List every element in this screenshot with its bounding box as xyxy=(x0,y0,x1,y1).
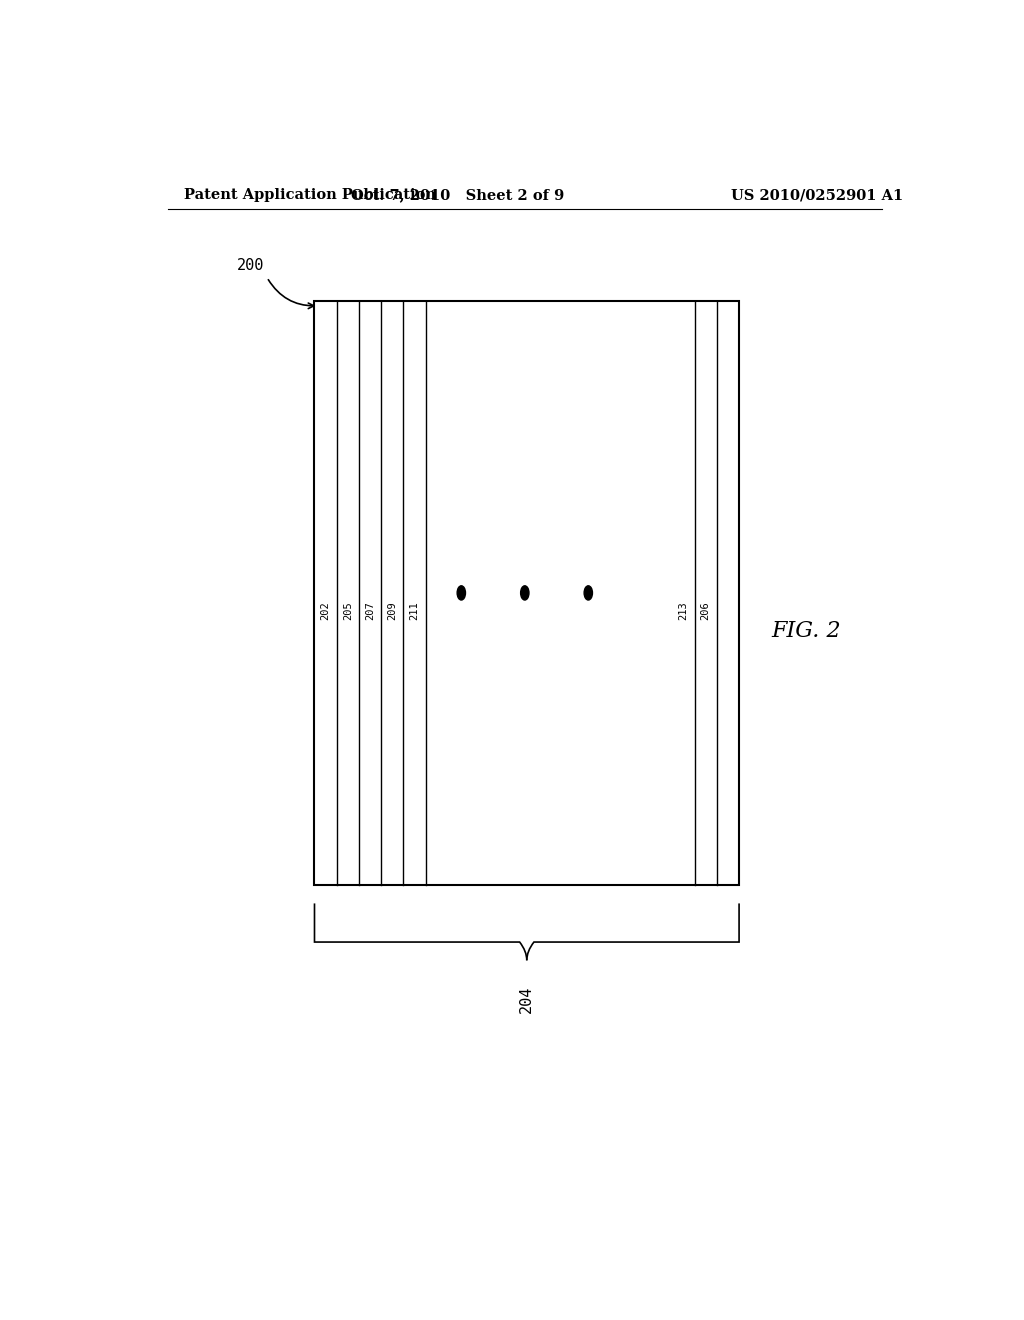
Text: 211: 211 xyxy=(410,601,420,620)
Text: US 2010/0252901 A1: US 2010/0252901 A1 xyxy=(731,189,903,202)
Text: 206: 206 xyxy=(700,601,711,620)
Bar xyxy=(314,301,739,886)
Text: 202: 202 xyxy=(321,601,331,620)
Text: 209: 209 xyxy=(387,601,397,620)
Text: Oct. 7, 2010   Sheet 2 of 9: Oct. 7, 2010 Sheet 2 of 9 xyxy=(350,189,564,202)
Text: 205: 205 xyxy=(343,601,353,620)
Ellipse shape xyxy=(520,586,529,601)
Text: 204: 204 xyxy=(519,986,535,1014)
Ellipse shape xyxy=(457,586,466,601)
Text: 200: 200 xyxy=(238,257,264,273)
Text: Patent Application Publication: Patent Application Publication xyxy=(183,189,435,202)
Text: FIG. 2: FIG. 2 xyxy=(772,620,842,642)
Text: 207: 207 xyxy=(365,601,375,620)
Ellipse shape xyxy=(584,586,593,601)
Text: 213: 213 xyxy=(679,601,688,620)
